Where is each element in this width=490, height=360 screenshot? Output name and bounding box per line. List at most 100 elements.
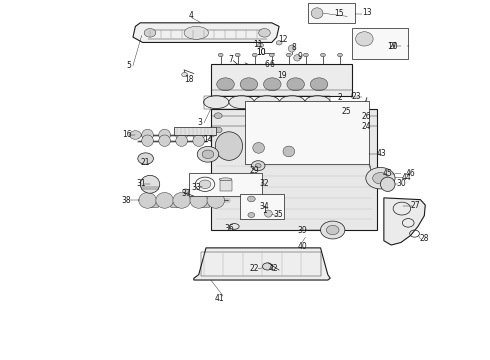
Ellipse shape: [303, 53, 308, 57]
Text: 9: 9: [297, 52, 302, 61]
Ellipse shape: [139, 193, 156, 208]
Ellipse shape: [352, 120, 362, 127]
Text: 19: 19: [277, 71, 286, 80]
Ellipse shape: [326, 225, 339, 235]
Polygon shape: [194, 248, 330, 280]
Text: 35: 35: [273, 210, 283, 219]
Bar: [245, 102, 369, 164]
Text: 6: 6: [265, 60, 270, 69]
Ellipse shape: [156, 193, 173, 208]
Bar: [352, 28, 408, 59]
Ellipse shape: [251, 161, 265, 171]
Ellipse shape: [380, 177, 395, 192]
Ellipse shape: [255, 163, 261, 168]
Text: 3: 3: [198, 118, 202, 127]
Ellipse shape: [240, 78, 258, 91]
Ellipse shape: [219, 178, 232, 181]
Ellipse shape: [199, 180, 211, 189]
Ellipse shape: [193, 135, 204, 147]
Polygon shape: [372, 41, 397, 54]
Ellipse shape: [197, 147, 219, 162]
Ellipse shape: [214, 113, 222, 118]
Text: 39: 39: [297, 225, 307, 234]
Ellipse shape: [373, 172, 388, 184]
Ellipse shape: [218, 53, 223, 57]
Ellipse shape: [235, 53, 240, 57]
Text: 21: 21: [141, 158, 150, 167]
Text: 4: 4: [189, 11, 194, 20]
Bar: [211, 64, 352, 96]
Ellipse shape: [173, 193, 191, 208]
Ellipse shape: [320, 221, 345, 239]
Text: 10: 10: [256, 48, 266, 57]
Ellipse shape: [252, 53, 257, 57]
Text: 6: 6: [270, 60, 274, 69]
Ellipse shape: [184, 26, 208, 39]
Ellipse shape: [288, 45, 295, 52]
Ellipse shape: [287, 53, 291, 57]
Ellipse shape: [176, 129, 188, 141]
Text: 16: 16: [122, 130, 132, 139]
Bar: [174, 127, 216, 135]
Ellipse shape: [129, 131, 141, 139]
Text: 5: 5: [126, 61, 131, 70]
Ellipse shape: [193, 129, 204, 141]
Text: 46: 46: [406, 169, 416, 178]
Ellipse shape: [159, 129, 171, 141]
Bar: [240, 194, 284, 219]
Ellipse shape: [138, 153, 153, 164]
Text: 20: 20: [389, 41, 398, 50]
Text: 23: 23: [351, 92, 361, 101]
Text: 8: 8: [292, 42, 296, 51]
Text: 27: 27: [411, 201, 420, 210]
Ellipse shape: [346, 113, 354, 118]
Ellipse shape: [280, 96, 305, 109]
Ellipse shape: [320, 53, 325, 57]
Text: 12: 12: [278, 36, 288, 45]
Text: 15: 15: [334, 9, 343, 18]
Bar: [189, 173, 262, 196]
Text: 32: 32: [260, 179, 270, 188]
Ellipse shape: [283, 146, 294, 157]
Ellipse shape: [270, 53, 274, 57]
Ellipse shape: [287, 78, 304, 91]
Text: 13: 13: [362, 8, 371, 17]
Ellipse shape: [346, 104, 358, 113]
Text: 45: 45: [383, 169, 392, 178]
Ellipse shape: [202, 150, 214, 158]
Text: 7: 7: [228, 55, 233, 64]
Text: 29: 29: [250, 166, 260, 175]
Ellipse shape: [252, 132, 279, 160]
Ellipse shape: [288, 132, 316, 160]
Polygon shape: [133, 23, 279, 42]
Ellipse shape: [253, 143, 265, 153]
Polygon shape: [247, 198, 255, 216]
Text: 18: 18: [184, 75, 194, 84]
Ellipse shape: [366, 167, 395, 189]
Ellipse shape: [265, 210, 272, 217]
Ellipse shape: [276, 41, 282, 45]
Ellipse shape: [229, 96, 254, 109]
Text: 24: 24: [361, 122, 370, 131]
Ellipse shape: [142, 135, 153, 147]
Polygon shape: [250, 139, 272, 159]
Text: 2: 2: [338, 93, 343, 102]
Text: 30: 30: [396, 179, 406, 188]
Text: 10: 10: [256, 48, 266, 57]
Ellipse shape: [203, 96, 229, 109]
Text: 31: 31: [136, 179, 146, 188]
Text: 14: 14: [204, 135, 213, 144]
Ellipse shape: [311, 8, 323, 18]
Ellipse shape: [305, 96, 330, 109]
Ellipse shape: [176, 135, 188, 147]
Text: 28: 28: [419, 234, 429, 243]
Ellipse shape: [140, 175, 160, 193]
Ellipse shape: [215, 132, 243, 160]
Ellipse shape: [338, 53, 343, 57]
Ellipse shape: [247, 196, 255, 202]
Bar: [220, 180, 232, 191]
Text: 34: 34: [260, 202, 270, 211]
Text: 26: 26: [362, 112, 371, 121]
Ellipse shape: [346, 127, 354, 133]
Bar: [201, 252, 320, 276]
